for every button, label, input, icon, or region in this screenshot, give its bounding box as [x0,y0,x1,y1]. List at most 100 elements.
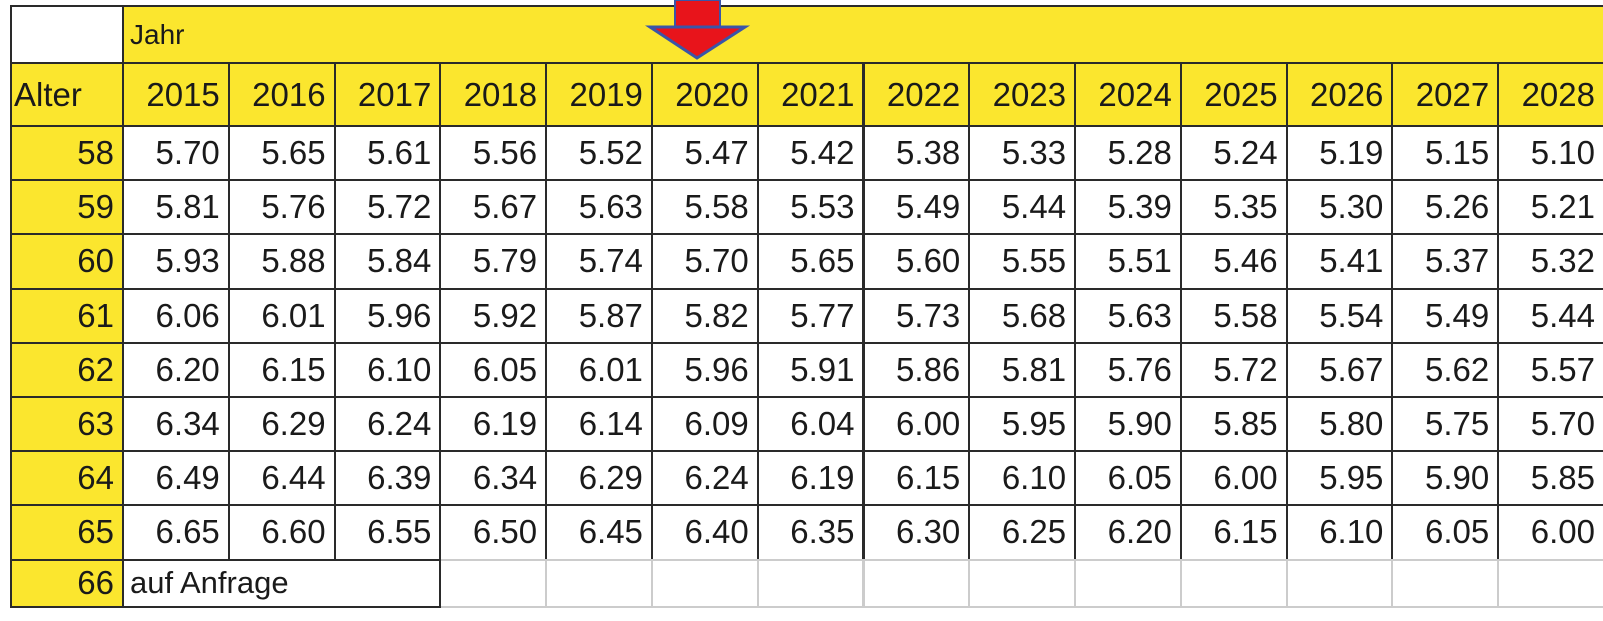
value-cell: 5.63 [1074,287,1182,344]
corner-cell [10,5,124,64]
note-cell: auf Anfrage [122,558,442,608]
value-cell: 6.14 [545,396,653,453]
column-header: 2028 [1497,62,1603,127]
value-cell: 5.60 [862,233,971,290]
value-cell: 5.86 [862,341,971,398]
value-cell: 5.26 [1391,179,1500,236]
value-cell: 5.21 [1497,179,1603,236]
age-cell: 61 [10,287,124,344]
value-cell: 5.52 [545,125,653,182]
value-cell: 6.30 [862,504,971,561]
value-cell: 5.33 [968,125,1077,182]
value-cell: 5.95 [968,396,1077,453]
value-cell: 6.20 [122,341,230,398]
value-cell: 5.41 [1285,233,1394,290]
value-cell: 6.00 [1179,450,1288,507]
value-cell: 5.70 [122,125,230,182]
value-cell: 5.72 [1179,341,1288,398]
empty-cell [439,558,548,608]
value-cell: 5.90 [1074,396,1182,453]
value-cell: 5.65 [227,125,336,182]
value-cell: 5.82 [650,287,759,344]
value-cell: 6.44 [227,450,336,507]
value-cell: 6.10 [333,341,442,398]
value-cell: 6.29 [545,450,653,507]
value-cell: 5.56 [439,125,548,182]
row-header-label: Alter [10,62,124,127]
value-cell: 6.05 [439,341,548,398]
column-header: 2026 [1285,62,1394,127]
value-cell: 5.42 [756,125,865,182]
column-header: 2027 [1391,62,1500,127]
value-cell: 5.49 [1391,287,1500,344]
value-cell: 5.65 [756,233,865,290]
value-cell: 6.34 [439,450,548,507]
value-cell: 5.95 [1285,450,1394,507]
empty-cell [1179,558,1288,608]
value-cell: 5.67 [439,179,548,236]
value-cell: 5.79 [439,233,548,290]
value-cell: 6.01 [227,287,336,344]
value-cell: 5.76 [1074,341,1182,398]
value-cell: 5.92 [439,287,548,344]
column-header: 2019 [545,62,653,127]
value-cell: 6.29 [227,396,336,453]
empty-cell [756,558,865,608]
value-cell: 6.05 [1391,504,1500,561]
value-cell: 6.60 [227,504,336,561]
arrow-marker [645,0,751,60]
column-header: 2016 [227,62,336,127]
value-cell: 5.70 [650,233,759,290]
value-cell: 5.55 [968,233,1077,290]
value-cell: 5.44 [1497,287,1603,344]
value-cell: 6.00 [862,396,971,453]
value-cell: 6.25 [968,504,1077,561]
value-cell: 5.38 [862,125,971,182]
column-header: 2020 [650,62,759,127]
value-cell: 5.84 [333,233,442,290]
empty-cell [650,558,759,608]
value-cell: 6.45 [545,504,653,561]
value-cell: 5.80 [1285,396,1394,453]
age-cell: 65 [10,504,124,561]
value-cell: 5.77 [756,287,865,344]
value-cell: 5.10 [1497,125,1603,182]
value-cell: 6.06 [122,287,230,344]
value-cell: 5.62 [1391,341,1500,398]
group-header: Jahr [122,5,1603,64]
age-cell: 58 [10,125,124,182]
value-cell: 5.49 [862,179,971,236]
value-cell: 5.96 [650,341,759,398]
empty-cell [1285,558,1394,608]
column-header: 2018 [439,62,548,127]
value-cell: 6.09 [650,396,759,453]
value-cell: 5.47 [650,125,759,182]
value-cell: 6.05 [1074,450,1182,507]
value-cell: 6.24 [333,396,442,453]
column-header: 2023 [968,62,1077,127]
value-cell: 5.54 [1285,287,1394,344]
value-cell: 6.24 [650,450,759,507]
age-cell: 62 [10,341,124,398]
value-cell: 5.87 [545,287,653,344]
value-cell: 5.63 [545,179,653,236]
value-cell: 5.58 [1179,287,1288,344]
value-cell: 5.88 [227,233,336,290]
value-cell: 5.90 [1391,450,1500,507]
value-cell: 5.91 [756,341,865,398]
value-cell: 6.01 [545,341,653,398]
column-header: 2021 [756,62,865,127]
value-cell: 5.75 [1391,396,1500,453]
value-cell: 6.04 [756,396,865,453]
value-cell: 5.58 [650,179,759,236]
value-cell: 5.19 [1285,125,1394,182]
column-header: 2015 [122,62,230,127]
value-cell: 5.61 [333,125,442,182]
value-cell: 5.93 [122,233,230,290]
value-cell: 6.35 [756,504,865,561]
value-cell: 5.35 [1179,179,1288,236]
value-cell: 5.44 [968,179,1077,236]
value-cell: 6.55 [333,504,442,561]
value-cell: 6.19 [439,396,548,453]
value-cell: 5.68 [968,287,1077,344]
